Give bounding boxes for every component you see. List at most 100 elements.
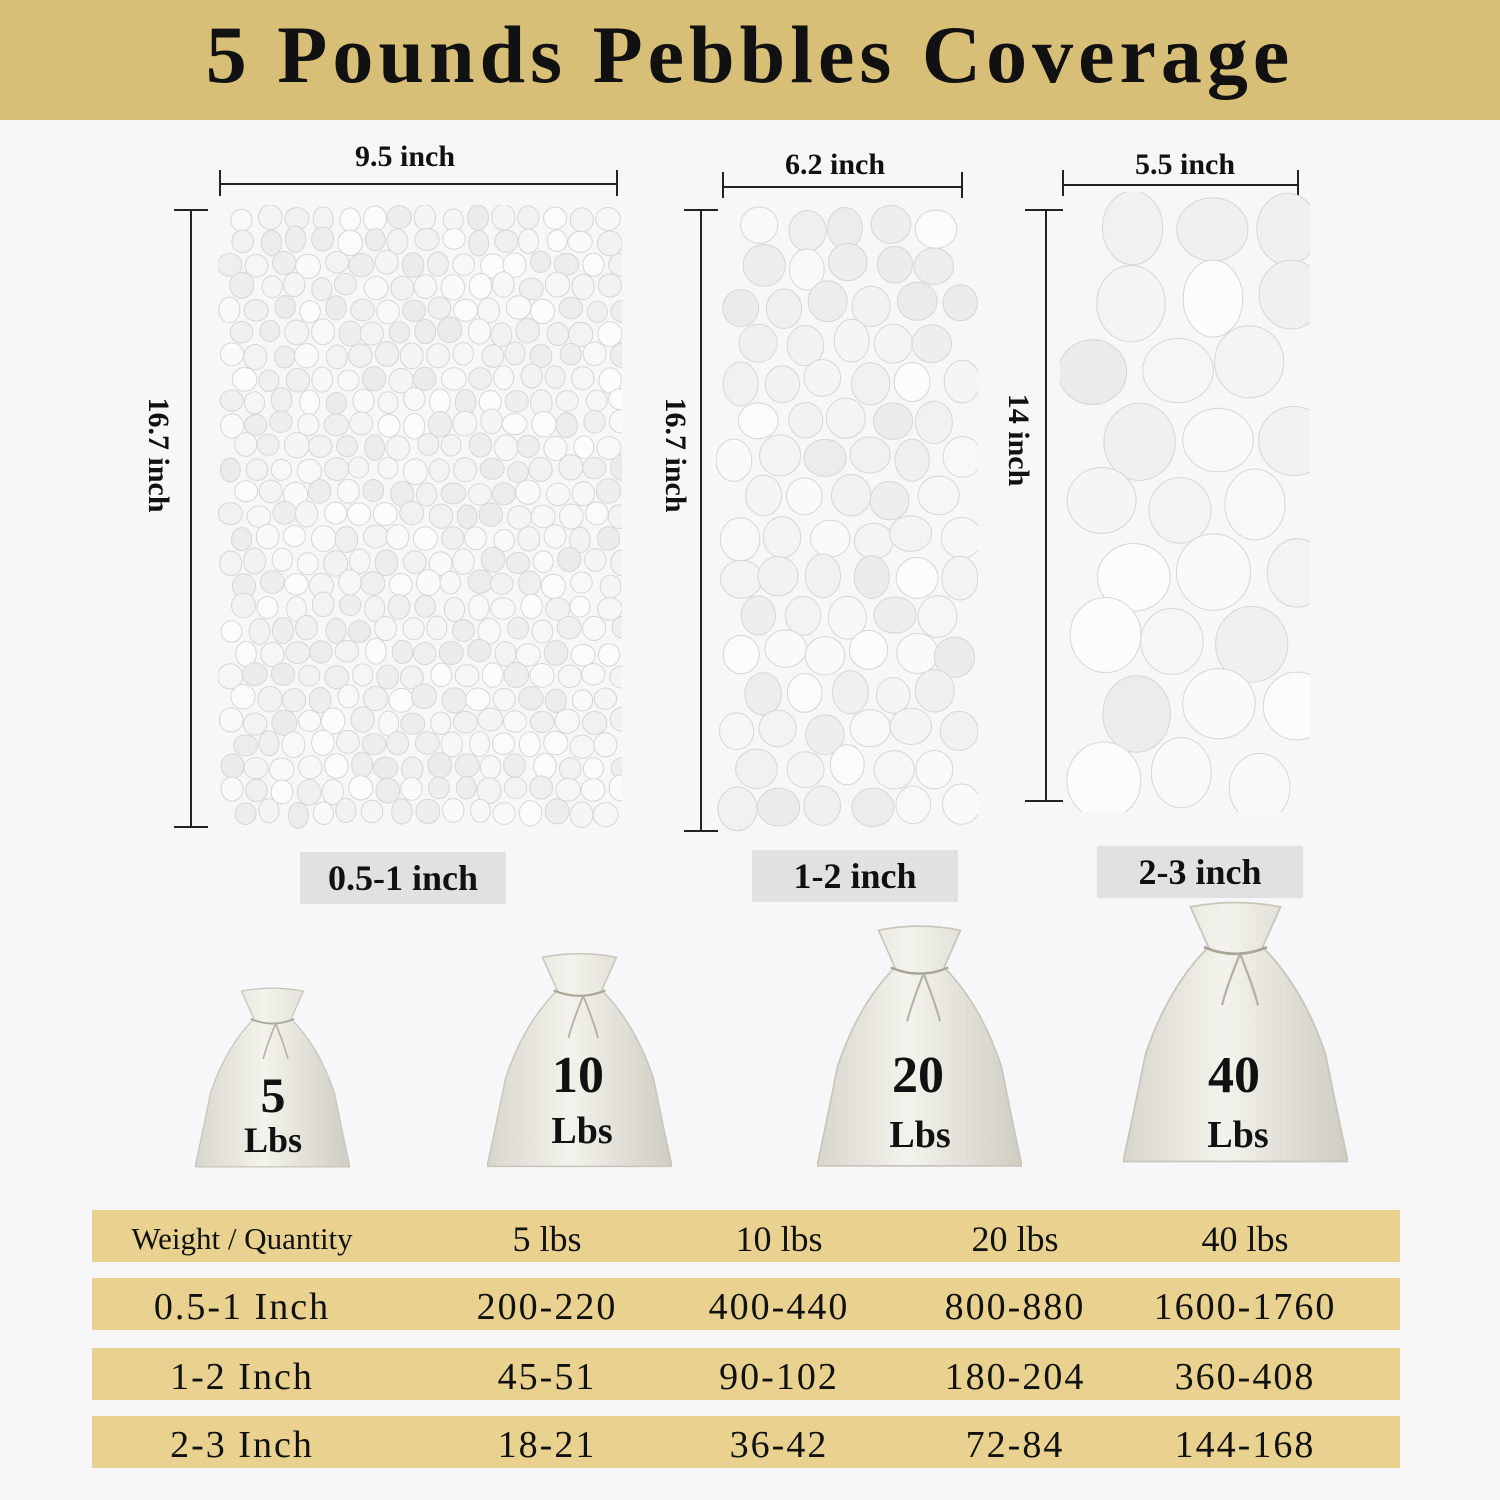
pebble: [529, 710, 555, 734]
table-cell: 1-2 Inch: [170, 1356, 314, 1398]
pebble: [1060, 339, 1128, 405]
pebble: [477, 297, 501, 324]
pebble: [917, 475, 960, 516]
pebble: [491, 732, 515, 756]
pebble: [609, 665, 622, 689]
table-header-cell: 20 lbs: [971, 1219, 1059, 1259]
pebble: [402, 299, 426, 322]
pebble: [480, 546, 506, 573]
pebble: [376, 299, 400, 325]
pebble: [558, 503, 584, 530]
panel-2-height-arrow: [700, 210, 702, 832]
pebble: [531, 619, 554, 644]
pebble: [722, 634, 760, 675]
pebble: [323, 550, 349, 577]
pebble: [452, 253, 476, 276]
pebble: [492, 802, 516, 825]
pebble: [1150, 737, 1212, 809]
pebble: [352, 663, 374, 687]
pebble: [582, 615, 607, 641]
pebble: [362, 524, 389, 549]
pebble: [427, 251, 449, 277]
pebble: [243, 391, 266, 415]
pebble: [917, 595, 958, 638]
pebble: [889, 515, 933, 552]
pebble: [719, 712, 755, 751]
pebble: [274, 294, 296, 319]
pebble: [516, 434, 540, 458]
pebble: [261, 275, 283, 299]
tick: [616, 170, 618, 196]
pebble: [494, 229, 519, 253]
pebble: [229, 320, 254, 344]
pebble: [283, 431, 310, 459]
pebble: [873, 596, 917, 634]
pebble: [851, 787, 895, 828]
pebble: [426, 343, 450, 369]
pebble: [308, 434, 333, 459]
panel-1-width-label: 9.5 inch: [355, 140, 456, 173]
pebble: [481, 344, 505, 368]
pebble: [503, 776, 528, 799]
pebble: [220, 776, 244, 802]
pebble: [374, 249, 399, 275]
pebble: [555, 777, 581, 802]
pebble: [786, 751, 825, 789]
table-row: 0.5-1 Inch 200-220 400-440 800-880 1600-…: [92, 1278, 1400, 1330]
pebble: [286, 596, 307, 622]
pebble: [1096, 265, 1166, 343]
pebble: [362, 479, 385, 503]
pebble: [610, 757, 622, 780]
pebble: [875, 677, 911, 714]
pebble: [530, 298, 556, 325]
pebble: [283, 524, 306, 548]
pebble: [1182, 668, 1256, 740]
pebble: [545, 482, 571, 507]
pebble: [895, 785, 932, 825]
panel-2-width-label: 6.2 inch: [785, 148, 886, 181]
pebble: [324, 753, 349, 779]
pebble: [873, 750, 915, 790]
bag-40-number: 40: [1208, 1047, 1260, 1104]
pebble: [507, 505, 532, 530]
pebble: [386, 228, 409, 255]
pebble: [386, 205, 412, 229]
pebble: [271, 617, 294, 645]
table-cell: 400-440: [708, 1286, 850, 1328]
panel-1-height-label: 16.7 inch: [142, 397, 175, 513]
pebble: [569, 595, 591, 618]
pebble: [294, 343, 320, 369]
pebble: [544, 365, 566, 389]
pebble: [413, 274, 438, 299]
pebble: [296, 458, 322, 484]
pebble: [360, 799, 384, 824]
pebble: [507, 616, 530, 640]
pebble: [468, 272, 493, 300]
tick: [1062, 170, 1064, 196]
pebble: [889, 707, 933, 745]
table-header-cell: 5 lbs: [512, 1219, 582, 1259]
pebble: [559, 342, 582, 366]
size-label-medium: 1-2 inch: [752, 850, 958, 902]
pebble: [386, 731, 410, 756]
title-band: [0, 0, 1500, 120]
pebble: [325, 617, 347, 644]
table-cell: 180-204: [944, 1356, 1086, 1398]
pebble: [544, 271, 571, 298]
pebble: [269, 410, 293, 433]
pebble: [1266, 538, 1310, 608]
pebble: [308, 686, 332, 714]
pebble: [220, 620, 243, 643]
pebble: [442, 797, 465, 823]
table-cell: 72-84: [965, 1424, 1065, 1466]
pebble: [942, 435, 978, 478]
pebble: [764, 365, 801, 404]
pebble: [804, 636, 846, 676]
pebble: [334, 526, 359, 554]
pebble: [805, 714, 845, 756]
pebble: [873, 323, 913, 364]
pebble: [609, 706, 622, 732]
pebble: [502, 252, 527, 278]
pebble: [872, 402, 914, 440]
pebble: [592, 802, 619, 828]
